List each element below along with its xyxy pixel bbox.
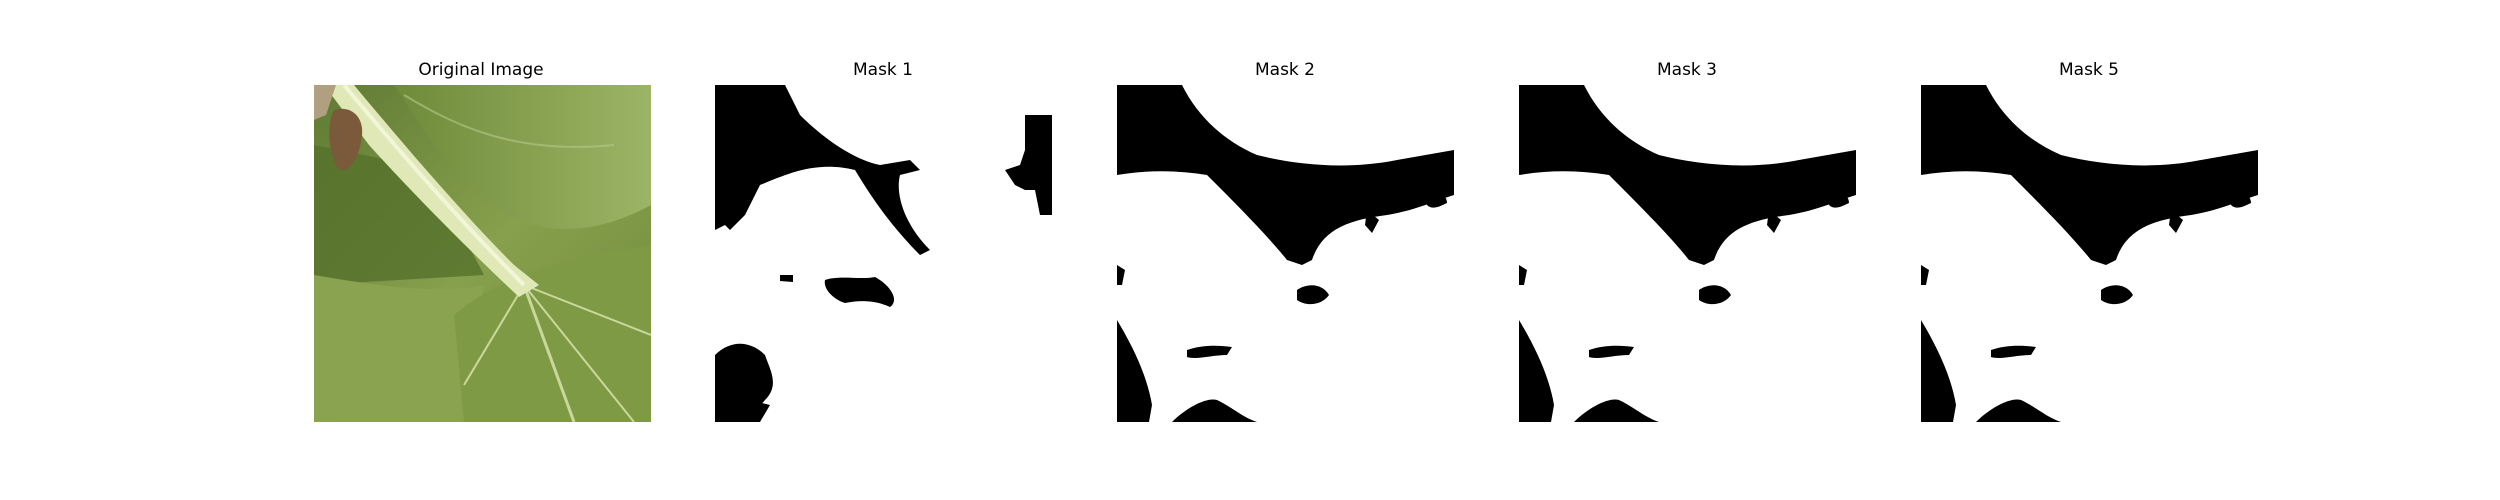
panel-title-mask-5: Mask 5 xyxy=(2058,60,2119,80)
panel-title-mask-3: Mask 3 xyxy=(1656,60,1717,80)
panel-title-original: Original Image xyxy=(418,60,544,80)
panel-title-mask-1: Mask 1 xyxy=(852,60,913,80)
mask-1-image xyxy=(715,85,1052,422)
panel-title-mask-2: Mask 2 xyxy=(1254,60,1315,80)
original-image xyxy=(314,85,651,422)
mask-3-image xyxy=(1519,85,1856,422)
mask-2-image xyxy=(1117,85,1454,422)
mask-5-image xyxy=(1921,85,2258,422)
